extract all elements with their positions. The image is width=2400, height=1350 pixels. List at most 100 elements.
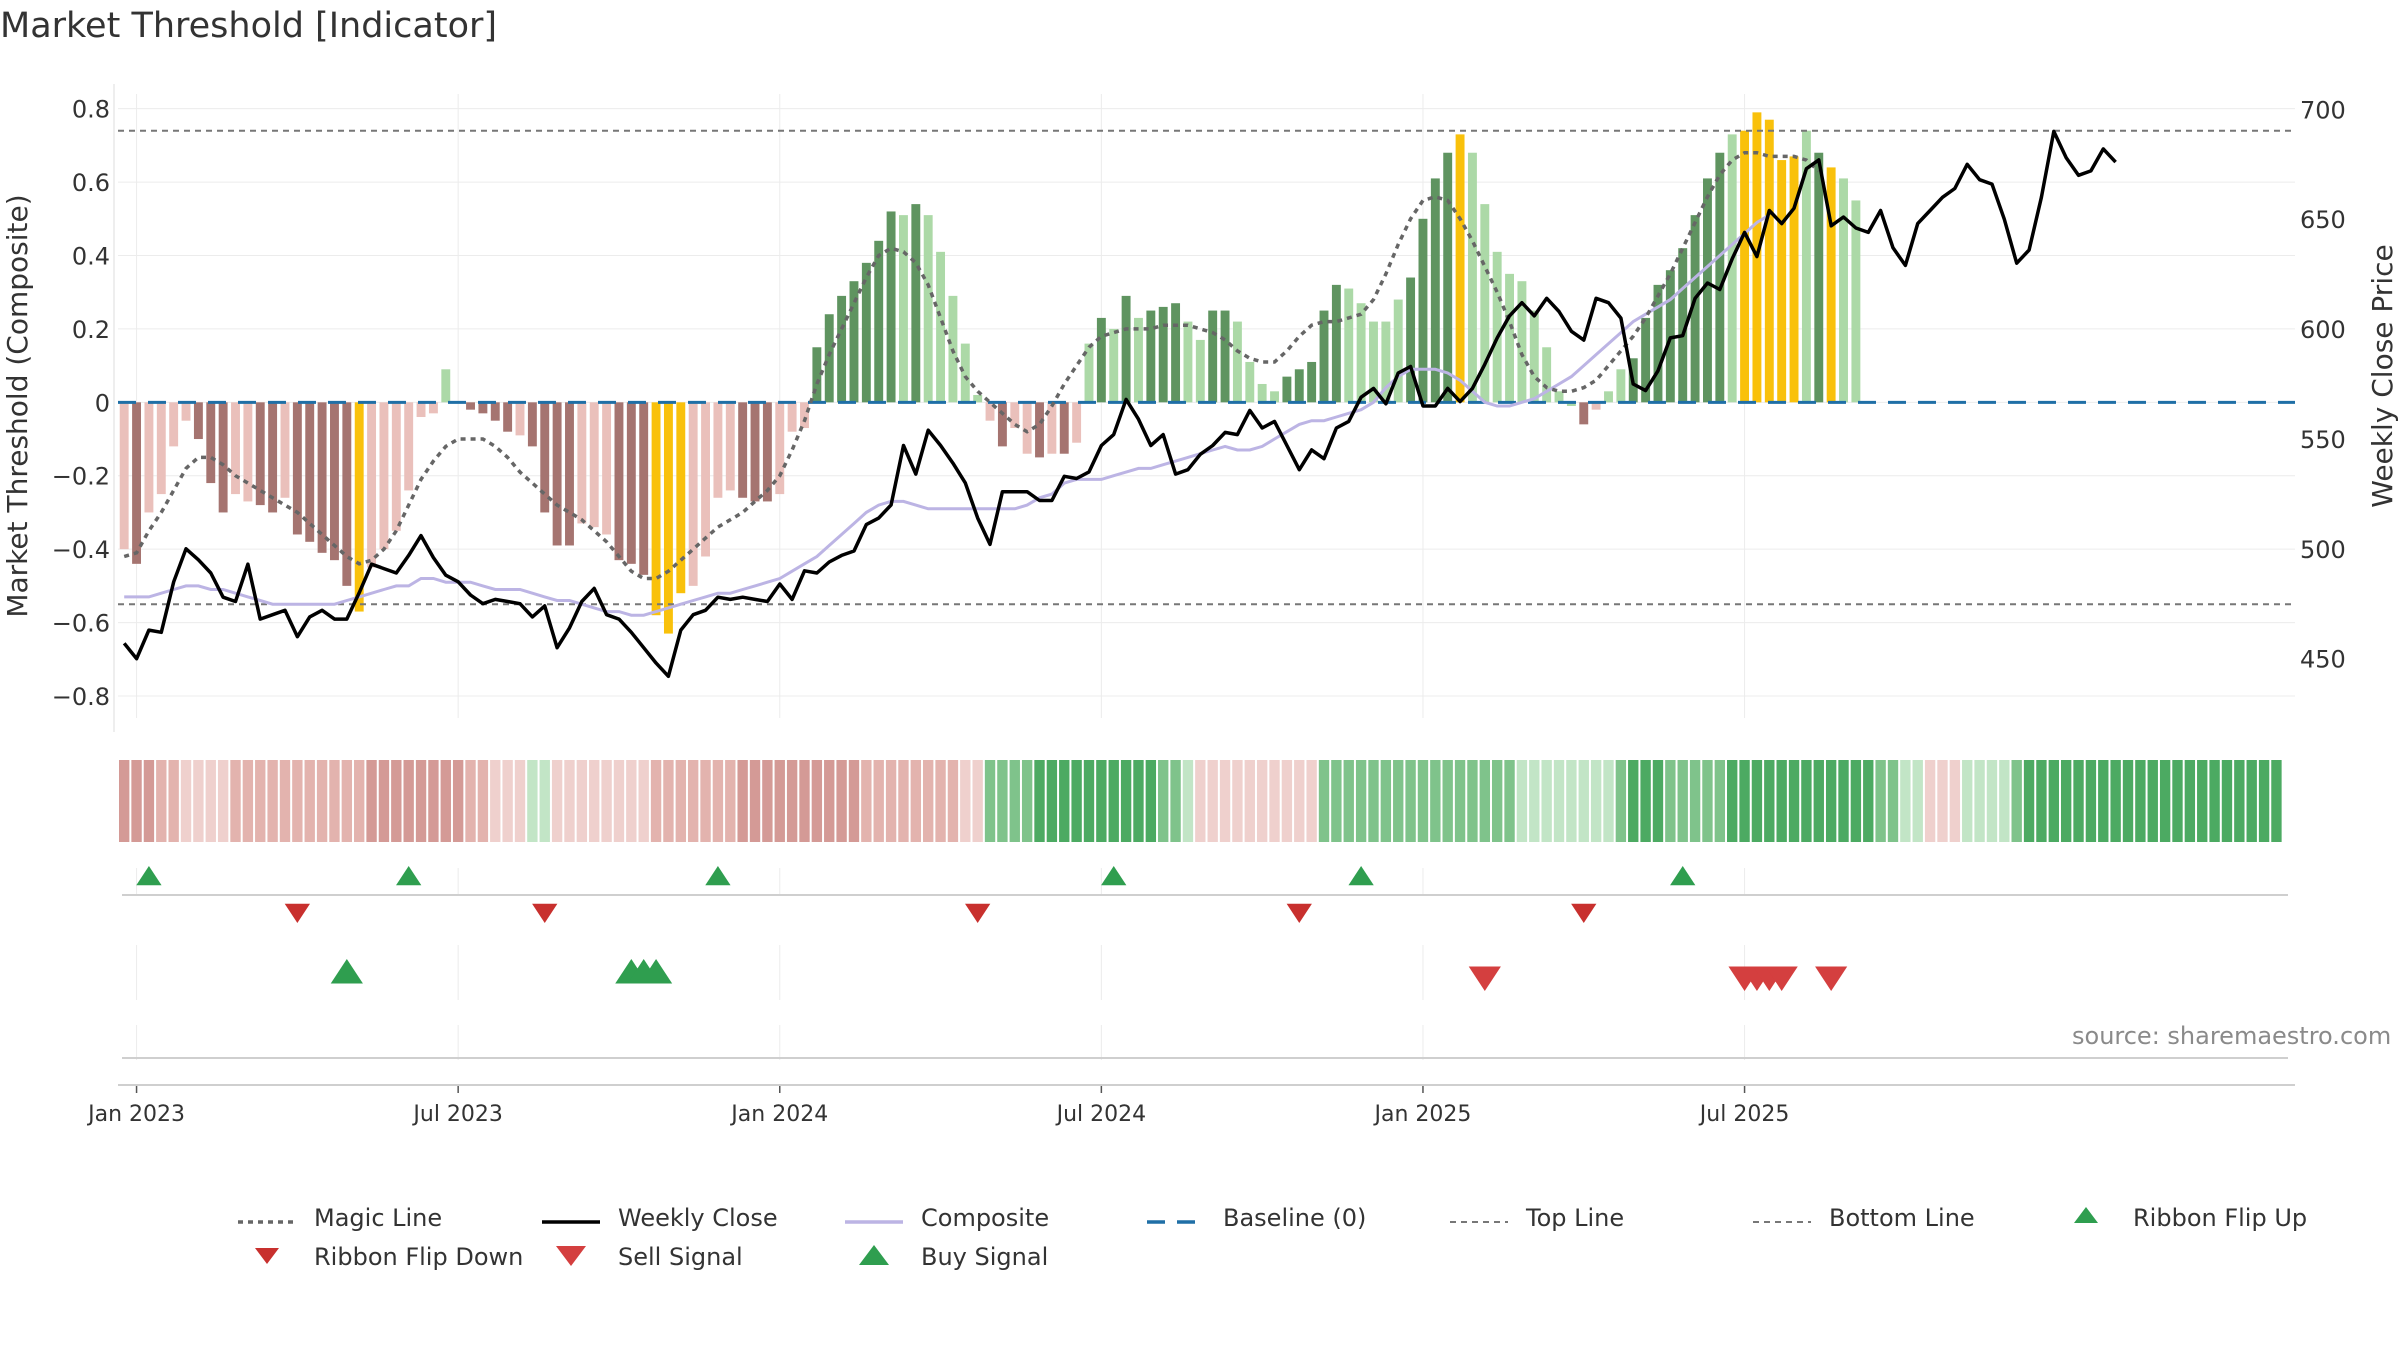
ribbon-segment	[1491, 760, 1503, 842]
ribbon-segment	[2098, 760, 2109, 842]
composite-bar	[1517, 281, 1527, 403]
legend-item-ribbon-flip-down: Ribbon Flip Down	[238, 1243, 523, 1273]
composite-bar	[206, 402, 216, 484]
ribbon-segment	[2197, 760, 2208, 842]
ribbon-segment	[762, 760, 773, 842]
ribbon-segment	[700, 760, 711, 842]
ribbon-segment	[663, 760, 674, 842]
ribbon-segment	[1504, 760, 1515, 842]
ribbon-segment	[156, 760, 167, 842]
ribbon-segment	[391, 760, 402, 842]
composite-bar	[898, 215, 908, 403]
composite-bar	[1331, 284, 1341, 403]
ribbon-segment	[304, 760, 315, 842]
composite-bar	[602, 402, 612, 535]
ribbon-segment	[428, 760, 439, 842]
ribbon-segment	[1096, 760, 1107, 842]
composite-bar	[540, 402, 550, 513]
ribbon-segment	[984, 760, 996, 842]
legend-label: Magic Line	[314, 1204, 443, 1232]
composite-bar	[181, 402, 191, 421]
x-tick-label: Jan 2025	[1373, 1102, 1472, 1127]
ribbon-segment	[378, 760, 390, 842]
composite-bar	[1270, 391, 1279, 403]
y2-tick-label: 550	[2300, 426, 2346, 454]
ribbon-segment	[1751, 760, 1763, 842]
composite-bar	[1134, 317, 1143, 403]
legend-item-sell-signal: Sell Signal	[542, 1243, 743, 1273]
y-tick-label: 0.2	[72, 316, 110, 344]
ribbon-segment	[1875, 760, 1886, 842]
ribbon-segment	[1640, 760, 1651, 842]
composite-bar	[1022, 402, 1032, 454]
composite-bar	[1282, 376, 1292, 403]
ribbon-segment	[316, 760, 328, 842]
magic-line	[123, 150, 1820, 581]
composite-bar	[1740, 130, 1750, 403]
composite-bar	[750, 402, 760, 502]
ribbon-segment	[799, 760, 810, 842]
ribbon-segment	[1553, 760, 1565, 842]
ribbon-segment	[972, 760, 983, 842]
composite-bar	[676, 402, 686, 594]
composite-bar	[231, 402, 240, 495]
ribbon-segment	[1281, 760, 1293, 842]
ribbon-segment	[1182, 760, 1194, 842]
chart-title: Market Threshold [Indicator]	[0, 6, 498, 46]
composite-bar	[1183, 321, 1193, 403]
composite-bar	[515, 402, 525, 436]
ribbon-segment	[1133, 760, 1144, 842]
legend-label: Composite	[921, 1204, 1050, 1232]
legend-label: Ribbon Flip Down	[314, 1243, 524, 1271]
ribbon-segment	[2048, 760, 2059, 842]
ribbon-segment	[1603, 760, 1614, 842]
ribbon-segment	[2258, 760, 2270, 842]
ribbon-segment	[1071, 760, 1082, 842]
composite-bar	[144, 402, 154, 513]
ribbon-segment	[440, 760, 451, 842]
composite-bar	[1443, 152, 1453, 403]
composite-bar	[886, 211, 896, 403]
ribbon-segment	[230, 760, 241, 842]
y-tick-label: 0.4	[72, 243, 110, 271]
ribbon-segment	[786, 760, 798, 842]
composite-bar	[1604, 391, 1613, 403]
composite-bars	[119, 112, 1861, 634]
composite-bar	[1109, 328, 1119, 403]
legend-item-bottom-line: Bottom Line	[1753, 1204, 1975, 1233]
ribbon-segment	[2221, 760, 2233, 842]
ribbon-segment	[1628, 760, 1639, 842]
composite-bar	[936, 251, 946, 403]
composite-bar	[775, 402, 785, 495]
legend-swatch	[542, 1205, 600, 1233]
ribbon-segment	[1331, 760, 1342, 842]
legend-label: Baseline (0)	[1223, 1204, 1367, 1232]
weekly-close-line	[122, 129, 2117, 679]
ribbon-segment	[1578, 760, 1589, 842]
x-tick-label: Jul 2025	[1698, 1102, 1790, 1127]
composite-bar	[837, 295, 847, 403]
composite-bar	[292, 402, 302, 535]
ribbon-segment	[638, 760, 649, 842]
ribbon-segment	[415, 760, 427, 842]
ribbon-segment	[1034, 760, 1045, 842]
ribbon-segment	[1083, 760, 1095, 842]
buy-signal-marker	[639, 959, 673, 984]
ribbon-segment	[2159, 760, 2171, 842]
composite-bar	[1158, 306, 1168, 403]
ribbon-segment	[749, 760, 761, 842]
composite-bar	[1232, 321, 1242, 403]
composite-bar	[911, 204, 921, 403]
ribbon-segment	[1256, 760, 1268, 842]
ribbon-segment	[341, 760, 353, 842]
composite-bar	[1096, 317, 1106, 403]
ribbon-segment	[551, 760, 563, 842]
composite-bar	[342, 402, 352, 586]
composite-bar	[1010, 402, 1020, 429]
legend-label: Buy Signal	[921, 1243, 1049, 1271]
composite-bar	[1566, 402, 1576, 406]
composite-bar	[577, 402, 587, 524]
legend-label: Weekly Close	[618, 1204, 778, 1232]
composite-bar	[478, 402, 488, 414]
ribbon-segment	[1813, 760, 1824, 842]
